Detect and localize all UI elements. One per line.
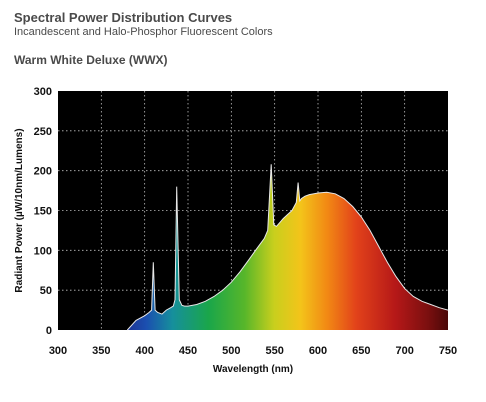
y-tick-label: 0	[46, 325, 52, 337]
x-axis-label: Wavelength (nm)	[213, 364, 293, 375]
x-tick-label: 600	[309, 345, 327, 357]
spectrum-curve	[126, 164, 449, 331]
y-tick-label: 200	[34, 166, 52, 178]
y-axis-ticks: 0 50 100 150 200 250 300	[34, 86, 52, 337]
y-tick-label: 250	[34, 126, 52, 138]
y-tick-label: 150	[34, 206, 52, 218]
y-tick-label: 50	[40, 285, 52, 297]
x-tick-label: 550	[265, 345, 283, 357]
x-tick-label: 300	[49, 345, 67, 357]
page-title: Spectral Power Distribution Curves	[14, 10, 233, 25]
x-tick-label: 650	[352, 345, 370, 357]
y-axis-label: Radiant Power (µW/10nm/Lumens)	[14, 128, 25, 292]
x-tick-label: 500	[222, 345, 240, 357]
x-tick-label: 700	[395, 345, 413, 357]
x-tick-label: 750	[439, 345, 457, 357]
y-tick-label: 100	[34, 245, 52, 257]
y-tick-label: 300	[34, 86, 52, 98]
page-subtitle: Incandescent and Halo-Phosphor Fluoresce…	[14, 26, 273, 38]
x-tick-label: 400	[135, 345, 153, 357]
x-tick-label: 350	[92, 345, 110, 357]
chart-title: Warm White Deluxe (WWX)	[14, 53, 168, 67]
x-axis-ticks: 300 350 400 450 500 550 600 650 700 750	[49, 345, 457, 357]
x-tick-label: 450	[179, 345, 197, 357]
spectrum-fill	[127, 164, 449, 330]
